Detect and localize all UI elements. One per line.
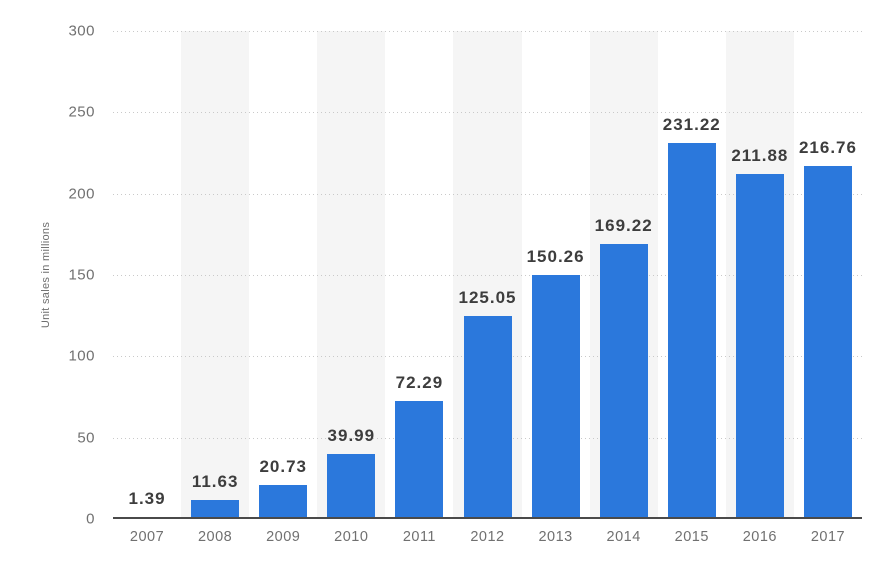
x-tick-label: 2014 bbox=[606, 529, 641, 545]
bar-2016[interactable] bbox=[735, 174, 784, 519]
bar-value-label: 1.39 bbox=[128, 488, 166, 508]
y-tick-label: 250 bbox=[68, 103, 95, 121]
bar-value-label: 150.26 bbox=[526, 246, 585, 266]
x-tick-label: 2008 bbox=[197, 529, 233, 545]
x-tick-label: 2011 bbox=[402, 529, 436, 545]
y-tick-label: 150 bbox=[68, 266, 95, 284]
bar-value-label: 211.88 bbox=[731, 146, 789, 166]
bar-2013[interactable] bbox=[531, 274, 580, 519]
bar-value-label: 20.73 bbox=[259, 457, 307, 477]
gridline bbox=[113, 31, 862, 32]
bar-2011[interactable] bbox=[395, 401, 444, 519]
x-tick-label: 2007 bbox=[129, 529, 165, 545]
bar-2012[interactable] bbox=[463, 315, 512, 519]
y-tick-label: 0 bbox=[86, 510, 95, 528]
bar-value-label: 231.22 bbox=[662, 114, 721, 134]
bar-value-label: 125.05 bbox=[458, 287, 517, 307]
y-tick-label: 50 bbox=[77, 429, 95, 447]
y-tick-label: 300 bbox=[68, 22, 95, 40]
bar-value-label: 72.29 bbox=[395, 373, 444, 393]
bar-2008[interactable] bbox=[191, 500, 240, 519]
gridline bbox=[113, 112, 862, 113]
x-tick-label: 2017 bbox=[810, 529, 846, 545]
y-tick-label: 100 bbox=[68, 347, 95, 365]
x-tick-label: 2015 bbox=[674, 529, 709, 545]
gridline bbox=[113, 194, 862, 195]
y-tick-label: 200 bbox=[68, 185, 95, 203]
x-tick-label: 2009 bbox=[266, 529, 301, 545]
x-tick-label: 2010 bbox=[334, 529, 369, 545]
x-axis-line bbox=[113, 517, 862, 519]
bar-2010[interactable] bbox=[327, 453, 376, 519]
gridline bbox=[113, 275, 862, 276]
x-tick-label: 2012 bbox=[470, 529, 505, 545]
bar-2017[interactable] bbox=[803, 166, 852, 519]
x-tick-label: 2016 bbox=[742, 529, 777, 545]
bar-2015[interactable] bbox=[667, 142, 716, 519]
bar-value-label: 169.22 bbox=[594, 215, 653, 235]
bar-2014[interactable] bbox=[599, 243, 648, 519]
bar-2009[interactable] bbox=[259, 485, 308, 519]
bar-value-label: 11.63 bbox=[191, 472, 239, 492]
x-tick-label: 2013 bbox=[538, 529, 573, 545]
bar-value-label: 39.99 bbox=[327, 425, 376, 445]
bar-value-label: 216.76 bbox=[798, 138, 857, 158]
